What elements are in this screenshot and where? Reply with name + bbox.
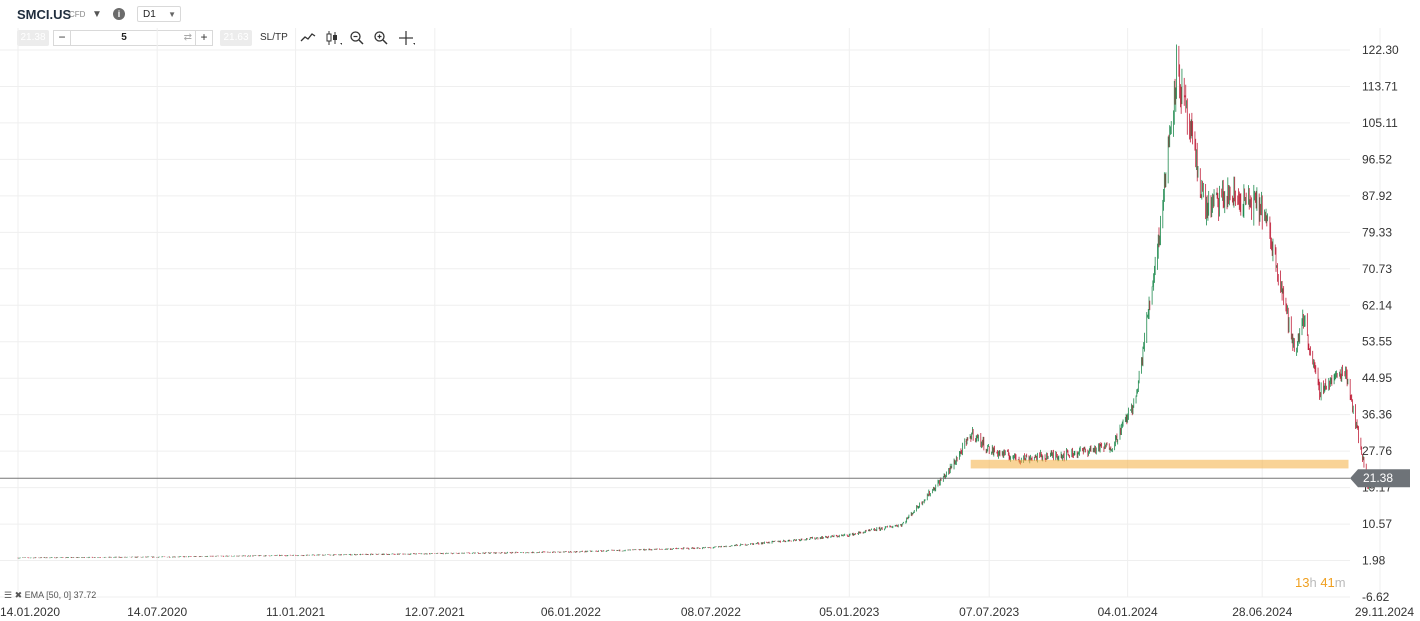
timeframe-value: D1 [143,9,156,20]
chevron-down-icon[interactable]: ▼ [92,9,102,20]
decrease-button[interactable]: − [54,31,71,45]
swap-icon[interactable]: ⇄ [183,32,192,43]
volume-stepper[interactable]: − 5 ⇄ + [53,30,213,46]
settings-icon[interactable]: ☰ [4,590,13,600]
y-tick-label: 1.98 [1362,554,1386,568]
candle-timer: 13h 41m [1295,575,1346,590]
y-tick-label: 36.36 [1362,408,1392,422]
support-zone [970,459,1349,469]
x-tick-label: 14.07.2020 [127,605,187,619]
candles [17,44,1372,559]
current-price-label: 21.38 [1363,471,1393,485]
y-tick-label: 62.14 [1362,298,1392,312]
chart-overlay: 21.38 [0,459,1410,488]
y-tick-label: -6.62 [1362,590,1390,604]
zoom-out-icon[interactable] [349,30,365,46]
info-icon[interactable]: i [113,8,125,20]
ema-legend-text: EMA [50, 0] 37.72 [24,590,97,600]
y-tick-label: 105.11 [1362,116,1398,130]
y-tick-label: 10.57 [1362,517,1392,531]
y-tick-label: 122.30 [1362,43,1399,57]
x-axis-labels: 14.01.2020 14.07.2020 11.01.2021 12.07.2021… [0,605,1414,619]
increase-button[interactable]: + [195,31,212,45]
timer-hours-unit: h [1309,575,1317,590]
y-axis-labels: 122.30 113.71 105.11 96.52 87.92 79.33 70.73 62… [1362,43,1399,604]
timer-hours: 13 [1295,575,1310,590]
close-icon[interactable]: ✖ [14,590,23,600]
timeframe-select[interactable]: D1 ▼ [137,6,181,22]
sltp-button[interactable]: SL/TP [260,32,288,43]
x-tick-label: 11.01.2021 [266,605,325,619]
current-price-tag [1350,469,1410,488]
zoom-in-icon[interactable] [373,30,389,46]
y-tick-label: 87.92 [1362,189,1392,203]
chart-toolbar: SMCI.US CFD ▼ i D1 ▼ [0,0,1420,28]
x-tick-label: 04.01.2024 [1098,605,1158,619]
y-tick-label: 70.73 [1362,262,1392,276]
x-tick-label: 08.07.2022 [681,605,741,619]
timer-minutes-unit: m [1334,575,1346,590]
chart-grid [0,28,1381,598]
x-tick-label: 07.07.2023 [959,605,1019,619]
chevron-down-icon: ▼ [168,10,176,19]
crosshair-icon[interactable] [398,30,416,46]
x-tick-label: 14.01.2020 [0,605,60,619]
y-tick-label: 53.55 [1362,335,1392,349]
instrument-type: CFD [69,10,86,19]
x-tick-label: 06.01.2022 [541,605,601,619]
symbol-name[interactable]: SMCI.US [17,7,72,22]
timer-minutes: 41 [1320,575,1335,590]
y-tick-label: 96.52 [1362,152,1392,166]
y-tick-label: 113.71 [1362,79,1398,93]
x-tick-label: 28.06.2024 [1232,605,1292,619]
y-tick-label: 79.33 [1362,225,1392,239]
line-chart-icon[interactable] [300,30,316,46]
y-tick-label: 44.95 [1362,371,1392,385]
candles-icon[interactable] [325,30,343,46]
sell-price-button[interactable]: 21.38 [17,30,49,46]
x-tick-label: 12.07.2021 [405,605,465,619]
y-tick-label: 27.76 [1362,444,1392,458]
x-tick-label: 05.01.2023 [819,605,879,619]
indicator-legend: ☰ ✖ EMA [50, 0] 37.72 [4,590,96,601]
x-tick-label: 29.11.2024 [1355,605,1414,619]
volume-input[interactable]: 5 [121,32,127,43]
buy-price-button[interactable]: 21.63 [220,30,252,46]
